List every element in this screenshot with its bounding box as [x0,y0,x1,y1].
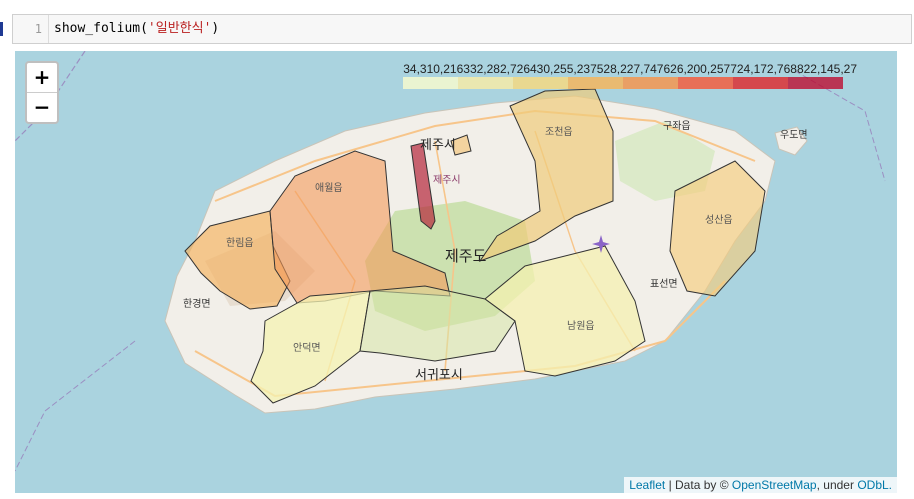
attribution-text: , under [817,478,858,492]
legend-swatch [403,77,458,89]
active-cell-marker [0,22,3,36]
leaflet-link[interactable]: Leaflet [629,478,665,492]
code-line[interactable]: show_folium('일반한식') [54,15,219,43]
label-jocheon: 조천읍 [545,126,573,138]
label-andeok: 안덕면 [293,342,321,354]
label-pyoseon: 표선면 [650,278,678,290]
label-hallim: 한림읍 [226,237,254,249]
label-aewol: 애월읍 [315,182,343,194]
label-jeju-si: 제주시 [420,138,456,153]
label-seogwipo: 서귀포시 [415,368,463,383]
attribution: Leaflet | Data by © OpenStreetMap, under… [624,477,897,493]
zoom-in-button[interactable]: + [27,63,57,92]
label-udo: 우도면 [780,129,808,141]
legend-swatch [733,77,788,89]
zoom-control: + − [25,61,59,124]
legend-swatch [568,77,623,89]
legend-swatch [678,77,733,89]
legend-swatch [623,77,678,89]
legend-swatch [513,77,568,89]
folium-map[interactable]: 제주시 제주시 제주도 서귀포시 애월읍 한림읍 한경면 안덕면 남원읍 표선면… [15,51,897,493]
legend-swatch [458,77,513,89]
code-string-arg: '일반한식' [148,21,212,36]
label-gujwa: 구좌읍 [663,120,691,132]
zoom-out-button[interactable]: − [27,92,57,122]
color-legend: 34,310,216332,282,726430,255,237528,227,… [403,62,857,89]
attribution-text: | Data by © [665,478,732,492]
code-cell[interactable]: 1 show_folium('일반한식') [12,14,912,44]
line-number: 1 [13,15,49,43]
legend-color-bar [403,77,843,89]
label-jejudo: 제주도 [445,247,487,265]
odbl-link[interactable]: ODbL. [857,478,892,492]
code-function: show_folium( [54,21,148,36]
map-canvas[interactable]: 제주시 제주시 제주도 서귀포시 애월읍 한림읍 한경면 안덕면 남원읍 표선면… [15,51,897,493]
legend-tick-labels: 34,310,216332,282,726430,255,237528,227,… [403,62,857,76]
label-namwon: 남원읍 [567,320,595,332]
code-close-paren: ) [211,21,219,36]
osm-link[interactable]: OpenStreetMap [732,478,817,492]
label-hangyeong: 한경면 [183,297,211,310]
label-seongsan: 성산읍 [705,214,733,226]
label-jeju-si-small: 제주시 [433,174,461,186]
legend-swatch [788,77,843,89]
